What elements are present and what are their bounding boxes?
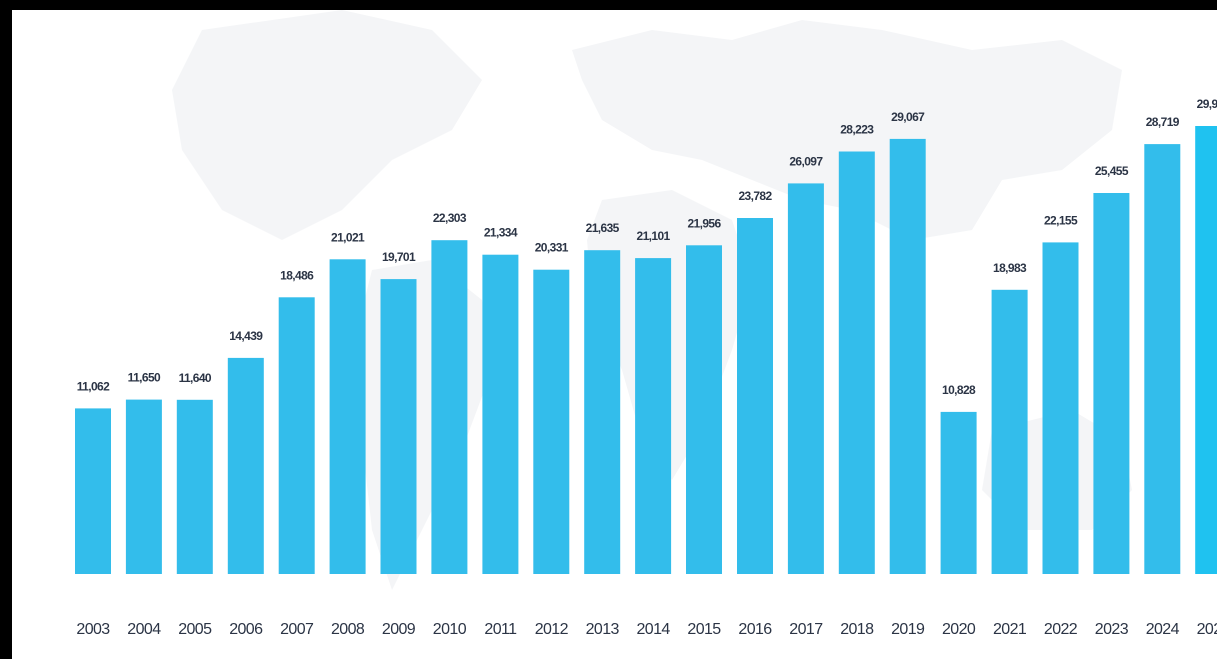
value-label-2004: 11,650 — [128, 371, 161, 385]
year-label-2016: 2016 — [738, 621, 772, 638]
bar-2021 — [991, 289, 1028, 574]
year-label-2021: 2021 — [993, 621, 1027, 638]
value-label-2020: 10,828 — [942, 383, 976, 397]
bar-2010 — [431, 240, 468, 574]
bar-2009 — [380, 279, 417, 574]
bar-2019 — [889, 138, 926, 574]
value-label-2011: 21,334 — [484, 226, 518, 240]
value-label-2008: 21,021 — [331, 230, 365, 244]
year-label-2003: 2003 — [76, 621, 110, 638]
year-label-2017: 2017 — [789, 621, 823, 638]
year-label-2015: 2015 — [687, 621, 721, 638]
bar-2024 — [1144, 144, 1181, 574]
year-label-2009: 2009 — [382, 621, 416, 638]
value-label-2014: 21,101 — [637, 229, 671, 243]
value-label-2024: 28,719 — [1146, 115, 1180, 129]
bars-group — [75, 126, 1217, 575]
value-label-2016: 23,782 — [738, 189, 772, 203]
bar-2018 — [838, 151, 875, 574]
bar-2005 — [176, 399, 213, 574]
bar-2003 — [75, 408, 111, 574]
value-label-2023: 25,455 — [1095, 164, 1129, 178]
year-labels-group: 2003 2004 2005 2006 2007 2008 2009 2010 2011 2012… — [76, 621, 1217, 638]
bar-2015 — [686, 245, 722, 575]
value-label-2018: 28,223 — [840, 123, 874, 137]
bar-2007 — [278, 297, 315, 574]
value-label-2003: 11,062 — [77, 379, 110, 393]
value-label-2009: 19,701 — [382, 250, 416, 264]
year-label-2010: 2010 — [433, 621, 467, 638]
year-label-2005: 2005 — [178, 621, 212, 638]
value-label-2019: 29,067 — [891, 110, 925, 124]
bar-2022 — [1042, 242, 1079, 574]
bar-2008 — [329, 259, 366, 574]
bar-2025 — [1195, 126, 1217, 574]
year-label-2013: 2013 — [586, 621, 620, 638]
bar-2020 — [940, 411, 977, 574]
value-label-2013: 21,635 — [586, 221, 620, 235]
year-label-2020: 2020 — [942, 621, 976, 638]
year-label-2019: 2019 — [891, 621, 925, 638]
value-label-2022: 22,155 — [1044, 213, 1078, 227]
value-label-2015: 21,956 — [687, 216, 721, 230]
year-label-2018: 2018 — [840, 621, 874, 638]
year-label-2024: 2024 — [1146, 621, 1180, 638]
year-label-2011: 2011 — [484, 621, 517, 638]
bar-2013 — [584, 250, 621, 574]
year-label-2025: 2025 — [1197, 621, 1217, 638]
value-label-2010: 22,303 — [433, 211, 467, 225]
year-label-2007: 2007 — [280, 621, 314, 638]
chart-frame: 11,062 11,650 11,640 14,439 18,486 21,021 19,7… — [12, 10, 1217, 659]
bar-2023 — [1093, 193, 1130, 574]
bar-2014 — [635, 258, 672, 574]
value-label-2006: 14,439 — [229, 329, 263, 343]
year-label-2008: 2008 — [331, 621, 365, 638]
value-labels-group: 11,062 11,650 11,640 14,439 18,486 21,021 19,7… — [77, 97, 1217, 397]
year-label-2004: 2004 — [127, 621, 161, 638]
value-label-2012: 20,331 — [535, 241, 569, 255]
value-label-2017: 26,097 — [789, 154, 823, 168]
bar-2016 — [737, 218, 773, 574]
year-label-2022: 2022 — [1044, 621, 1078, 638]
year-label-2014: 2014 — [636, 621, 670, 638]
bar-2011 — [482, 254, 519, 574]
value-label-2007: 18,486 — [280, 268, 314, 282]
bar-2006 — [227, 357, 264, 574]
bar-2012 — [533, 269, 570, 574]
value-label-2025: 29,929 — [1197, 97, 1217, 111]
year-label-2023: 2023 — [1095, 621, 1129, 638]
year-label-2006: 2006 — [229, 621, 263, 638]
bar-2004 — [125, 399, 162, 574]
bar-2017 — [787, 183, 824, 574]
bar-chart: 11,062 11,650 11,640 14,439 18,486 21,021 19,7… — [75, 97, 1217, 638]
value-label-2005: 11,640 — [179, 371, 212, 385]
value-label-2021: 18,983 — [993, 261, 1027, 275]
year-label-2012: 2012 — [535, 621, 569, 638]
